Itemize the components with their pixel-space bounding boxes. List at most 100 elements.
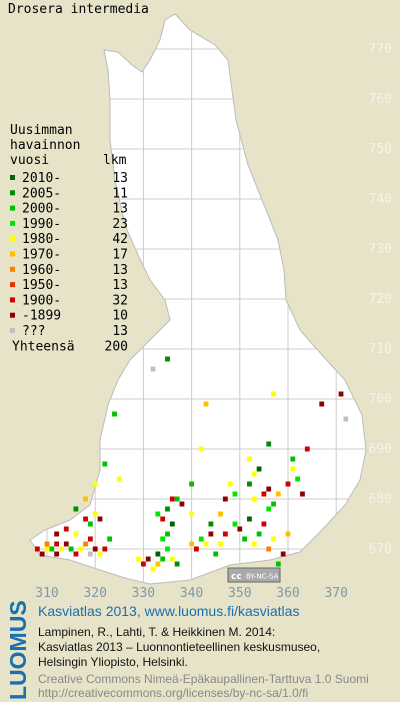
occurrence-square <box>266 506 272 512</box>
occurrence-square <box>155 511 161 517</box>
occurrence-square <box>203 541 209 547</box>
occurrence-square <box>266 441 272 447</box>
occurrence-square <box>44 541 50 547</box>
legend-swatch <box>10 282 15 288</box>
occurrence-square <box>54 531 60 537</box>
occurrence-square <box>227 481 233 487</box>
occurrence-square <box>343 416 349 422</box>
occurrence-square <box>189 481 194 487</box>
license-line: http://creativecommons.org/licenses/by-n… <box>38 686 308 700</box>
occurrence-square <box>179 501 185 507</box>
occurrence-square <box>83 496 88 502</box>
occurrence-square <box>97 516 103 522</box>
legend-label: 1970- <box>22 248 61 263</box>
occurrence-square <box>92 546 98 552</box>
occurrence-square <box>189 541 194 547</box>
occurrence-square <box>208 521 214 527</box>
occurrence-square <box>165 506 170 512</box>
legend-swatch <box>10 328 15 333</box>
legend-swatch <box>10 312 15 318</box>
legend-count: 13 <box>112 263 128 278</box>
logo: LUOMUS <box>5 600 31 700</box>
citation-line: Lampinen, R., Lahti, T. & Heikkinen M. 2… <box>38 625 275 639</box>
y-tick-label: 740 <box>369 192 392 207</box>
legend-swatch <box>10 190 15 196</box>
occurrence-square <box>271 391 276 397</box>
legend-count: 10 <box>112 309 128 324</box>
squares <box>34 356 349 572</box>
occurrence-square <box>155 561 161 567</box>
legend-count: 32 <box>112 293 128 308</box>
y-tick-label: 680 <box>369 492 392 507</box>
occurrence-square <box>73 551 79 557</box>
citation-line: Kasviatlas 2013 – Luonnontieteellinen ke… <box>38 640 320 654</box>
occurrence-square <box>208 531 214 537</box>
occurrence-square <box>261 521 267 527</box>
occurrence-square <box>160 556 166 562</box>
occurrence-square <box>242 536 248 542</box>
occurrence-square <box>285 481 291 487</box>
legend-count: 13 <box>112 171 128 186</box>
occurrence-square <box>203 401 209 407</box>
y-tick-label: 750 <box>369 142 392 157</box>
occurrence-square <box>218 541 223 547</box>
occurrence-square <box>256 466 262 472</box>
occurrence-square <box>198 536 204 542</box>
occurrence-square <box>300 491 305 497</box>
occurrence-square <box>97 551 103 557</box>
occurrence-square <box>150 566 156 572</box>
map-title: Drosera intermedia <box>8 2 149 17</box>
occurrence-square <box>290 466 296 472</box>
legend-label: 1980- <box>22 232 61 247</box>
occurrence-square <box>116 476 122 482</box>
occurrence-square <box>155 551 161 557</box>
occurrence-square <box>165 531 170 537</box>
legend-count-heading: lkm <box>103 153 127 168</box>
occurrence-square <box>87 521 93 527</box>
occurrence-square <box>160 516 166 522</box>
occurrence-square <box>54 551 60 557</box>
occurrence-square <box>247 481 252 487</box>
occurrence-square <box>266 486 272 492</box>
legend-label: 2000- <box>22 202 61 217</box>
x-tick-label: 360 <box>276 586 299 601</box>
x-tick-label: 350 <box>228 586 251 601</box>
headline: Kasviatlas 2013, www.luomus.fi/kasviatla… <box>38 603 299 619</box>
occurrence-square <box>266 546 272 552</box>
occurrence-square <box>251 496 257 502</box>
legend-label: 1990- <box>22 217 61 232</box>
occurrence-square <box>232 491 238 497</box>
occurrence-square <box>87 536 93 542</box>
legend-swatch <box>10 205 15 211</box>
citation-line: Helsingin Yliopisto, Helsinki. <box>38 655 188 669</box>
legend-label: 1900- <box>22 293 61 308</box>
x-tick-label: 340 <box>180 586 203 601</box>
occurrence-square <box>295 476 301 482</box>
legend-swatch <box>10 236 15 242</box>
occurrence-square <box>338 391 344 397</box>
occurrence-square <box>141 561 146 567</box>
occurrence-square <box>174 496 180 502</box>
y-tick-label: 670 <box>369 542 392 557</box>
legend-swatch <box>10 220 15 226</box>
total-count: 200 <box>105 339 128 354</box>
legend-count: 11 <box>112 186 128 201</box>
legend-swatch <box>10 175 15 180</box>
occurrence-square <box>165 356 170 362</box>
occurrence-square <box>165 546 170 552</box>
legend-count: 17 <box>112 248 128 263</box>
occurrence-square <box>290 456 296 462</box>
occurrence-square <box>78 546 84 552</box>
legend-label: 2010- <box>22 171 61 186</box>
legend-heading: havainnon <box>10 138 80 153</box>
occurrence-square <box>319 401 325 407</box>
occurrence-square <box>102 461 108 467</box>
occurrence-square <box>68 546 74 552</box>
occurrence-square <box>169 521 175 527</box>
occurrence-square <box>189 511 194 517</box>
occurrence-square <box>92 511 98 517</box>
occurrence-square <box>54 541 60 547</box>
occurrence-square <box>169 556 175 562</box>
